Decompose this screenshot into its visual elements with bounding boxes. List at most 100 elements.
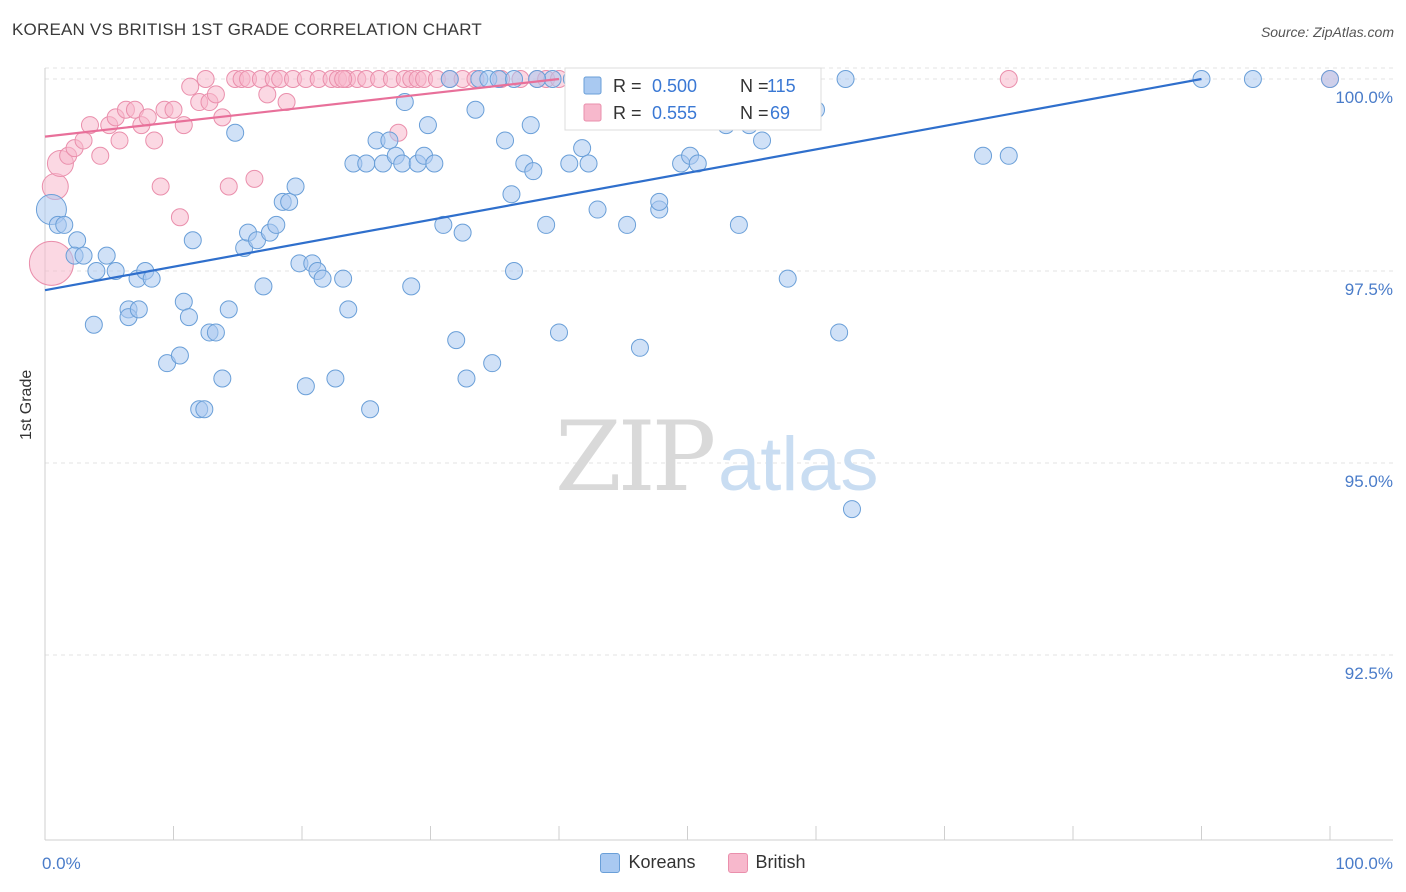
korean-point [334, 269, 353, 288]
legend-box-frame [564, 67, 822, 131]
y-tick-label: 95.0% [1345, 472, 1393, 491]
legend-korean-n-label: N = [740, 76, 769, 96]
x-tick-label: 0.0% [42, 854, 81, 873]
korean-point [129, 300, 148, 319]
korean-point [313, 269, 332, 288]
watermark: ZIP atlas [555, 401, 879, 513]
koreans-swatch [600, 852, 621, 873]
korean-point [466, 100, 485, 119]
korean-point [778, 269, 797, 288]
korean-point [457, 369, 476, 388]
british-point [219, 177, 238, 196]
korean-point [999, 146, 1018, 165]
korean-point [280, 192, 299, 211]
korean-point [267, 215, 286, 234]
korean-point [1243, 70, 1262, 88]
korean-point [326, 369, 345, 388]
korean-point [753, 131, 772, 150]
korean-point [483, 354, 502, 373]
legend-korean-r-label: R = [613, 76, 642, 96]
legend-label-koreans: Koreans [628, 852, 696, 872]
korean-point [226, 123, 245, 142]
british-point [334, 70, 353, 88]
korean-point [528, 70, 547, 88]
correlation-legend: R = 0.500 N = 115 R = 0.555 N = 69 [564, 67, 822, 131]
y-tick-label: 92.5% [1345, 664, 1393, 683]
series-legend: Koreans British [0, 852, 1406, 873]
korean-point [97, 246, 116, 265]
korean-point [339, 300, 358, 319]
korean-point [418, 116, 437, 135]
watermark-atlas: atlas [718, 422, 879, 507]
koreans-trend-line [44, 77, 1202, 292]
legend-item-koreans[interactable]: Koreans [600, 852, 696, 873]
korean-points [35, 70, 1339, 519]
korean-point [579, 154, 598, 173]
korean-point [560, 154, 579, 173]
korean-point [573, 139, 592, 158]
korean-point [286, 177, 305, 196]
labels-layer: 92.5% 95.0% 97.5% 100.0% 0.0% 100.0% [42, 88, 1393, 873]
trend-layer [44, 77, 1202, 292]
british-point [110, 131, 129, 150]
korean-point [1321, 70, 1339, 88]
y-axis-label: 1st Grade [18, 369, 35, 440]
korean-point [524, 162, 543, 181]
korean-point [618, 215, 637, 234]
korean-point [830, 323, 849, 342]
legend-korean-r-value: 0.500 [652, 76, 697, 96]
legend-label-british: British [755, 852, 806, 872]
korean-point [550, 323, 568, 342]
korean-point [296, 377, 315, 396]
korean-point [836, 70, 855, 88]
korean-point [521, 116, 540, 135]
british-point [258, 85, 277, 104]
korean-point [380, 131, 399, 150]
british-point [145, 131, 164, 150]
korean-point [588, 200, 607, 219]
british-point [170, 208, 189, 227]
grid-layer [45, 67, 1393, 656]
korean-point [179, 308, 198, 327]
source-label: Source: ZipAtlas.com [1260, 24, 1394, 40]
korean-point [974, 146, 993, 165]
y-tick-label: 100.0% [1335, 88, 1393, 107]
legend-korean-n-value: 115 [767, 76, 796, 96]
korean-point [68, 231, 87, 250]
korean-point [496, 131, 515, 150]
british-point [196, 70, 215, 88]
british-point [80, 116, 99, 135]
korean-point [453, 223, 472, 242]
korean-point [361, 400, 380, 419]
legend-british-swatch [583, 103, 602, 122]
korean-point [447, 331, 466, 350]
legend-item-british[interactable]: British [727, 852, 806, 873]
british-point [206, 85, 225, 104]
y-tick-label: 97.5% [1345, 280, 1393, 299]
british-point [151, 177, 170, 196]
legend-british-n-value: 69 [770, 103, 790, 123]
british-point [174, 116, 193, 135]
british-point [91, 146, 110, 165]
british-point [164, 100, 183, 119]
korean-point [425, 154, 444, 173]
korean-point [357, 154, 376, 173]
korean-point [84, 315, 103, 334]
british-point [999, 70, 1018, 88]
korean-point [650, 192, 669, 211]
legend-british-r-label: R = [613, 103, 642, 123]
korean-point [502, 185, 521, 204]
legend-korean-swatch [583, 76, 602, 95]
british-point [74, 131, 93, 150]
korean-point [206, 323, 225, 342]
korean-point [213, 369, 232, 388]
x-tick-label: 100.0% [1335, 854, 1393, 873]
korean-point [440, 70, 459, 88]
british-points [28, 70, 1339, 286]
british-point [181, 77, 200, 96]
korean-point [219, 300, 238, 319]
british-point [245, 169, 264, 188]
watermark-zip: ZIP [555, 401, 714, 513]
korean-point [393, 154, 412, 173]
